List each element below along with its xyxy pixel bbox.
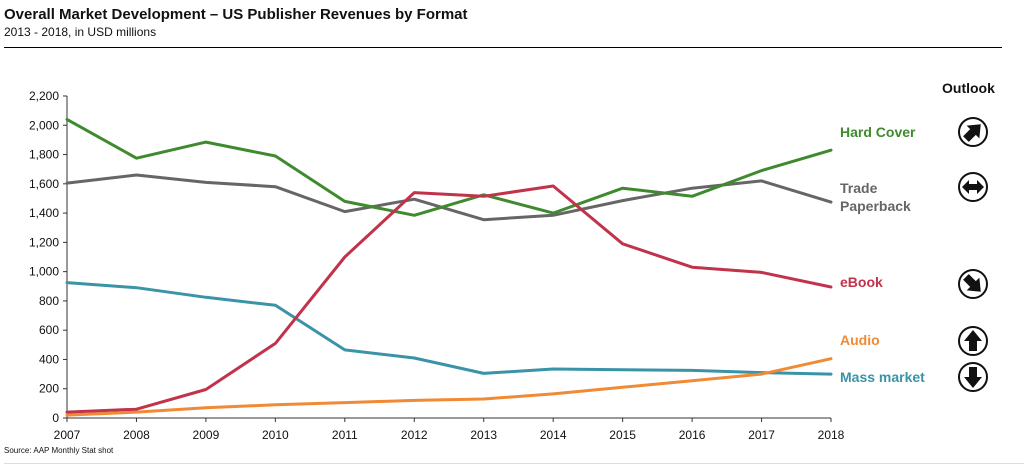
series-line-hard-cover <box>65 117 833 217</box>
outlook-heading: Outlook <box>942 80 995 96</box>
x-tick-label: 2012 <box>401 428 428 442</box>
series-line-trade-paperback <box>65 173 833 222</box>
y-tick-label: 400 <box>39 352 59 366</box>
series-line-ebook <box>65 184 833 414</box>
y-tick-label: 1,000 <box>29 265 59 279</box>
x-tick-label: 2011 <box>332 428 358 442</box>
series-label-trade-paperback: Trade <box>840 180 878 196</box>
x-tick-label: 2007 <box>54 428 81 442</box>
y-tick-label: 1,600 <box>29 177 59 191</box>
source-note: Source: AAP Monthly Stat shot <box>4 446 114 455</box>
y-tick-label: 2,000 <box>29 118 59 132</box>
y-tick-label: 1,800 <box>29 148 59 162</box>
x-tick-label: 2014 <box>540 428 567 442</box>
series-line-mass-market <box>65 281 833 376</box>
x-tick-label: 2016 <box>679 428 706 442</box>
y-tick-label: 200 <box>39 382 59 396</box>
chart-title: Overall Market Development – US Publishe… <box>4 6 468 23</box>
y-tick-label: 0 <box>52 411 59 425</box>
series-line-audio <box>65 357 833 417</box>
y-tick-label: 1,400 <box>29 206 59 220</box>
arrow-down-right-icon <box>958 269 988 299</box>
arrow-down-icon <box>958 362 988 392</box>
y-tick-label: 800 <box>39 294 59 308</box>
x-tick-label: 2010 <box>262 428 289 442</box>
series-label-audio: Audio <box>840 332 880 348</box>
x-tick-label: 2013 <box>470 428 497 442</box>
y-tick-label: 600 <box>39 323 59 337</box>
y-tick-label: 1,200 <box>29 235 59 249</box>
arrow-left-right-icon <box>958 172 988 202</box>
arrow-up-icon <box>958 326 988 356</box>
series-label-hard-cover: Hard Cover <box>840 124 916 140</box>
title-divider <box>4 47 1002 48</box>
x-tick-label: 2017 <box>748 428 775 442</box>
x-tick-label: 2015 <box>609 428 636 442</box>
series-label-mass-market: Mass market <box>840 369 925 385</box>
chart-subtitle: 2013 - 2018, in USD millions <box>4 25 157 39</box>
series-label-ebook: eBook <box>840 274 883 290</box>
y-tick-label: 2,200 <box>29 89 59 103</box>
x-tick-label: 2008 <box>123 428 150 442</box>
x-tick-label: 2018 <box>818 428 845 442</box>
arrow-up-right-icon <box>958 117 988 147</box>
footer-divider <box>4 463 1024 464</box>
series-label-trade-paperback: Paperback <box>840 198 911 214</box>
x-tick-label: 2009 <box>193 428 220 442</box>
